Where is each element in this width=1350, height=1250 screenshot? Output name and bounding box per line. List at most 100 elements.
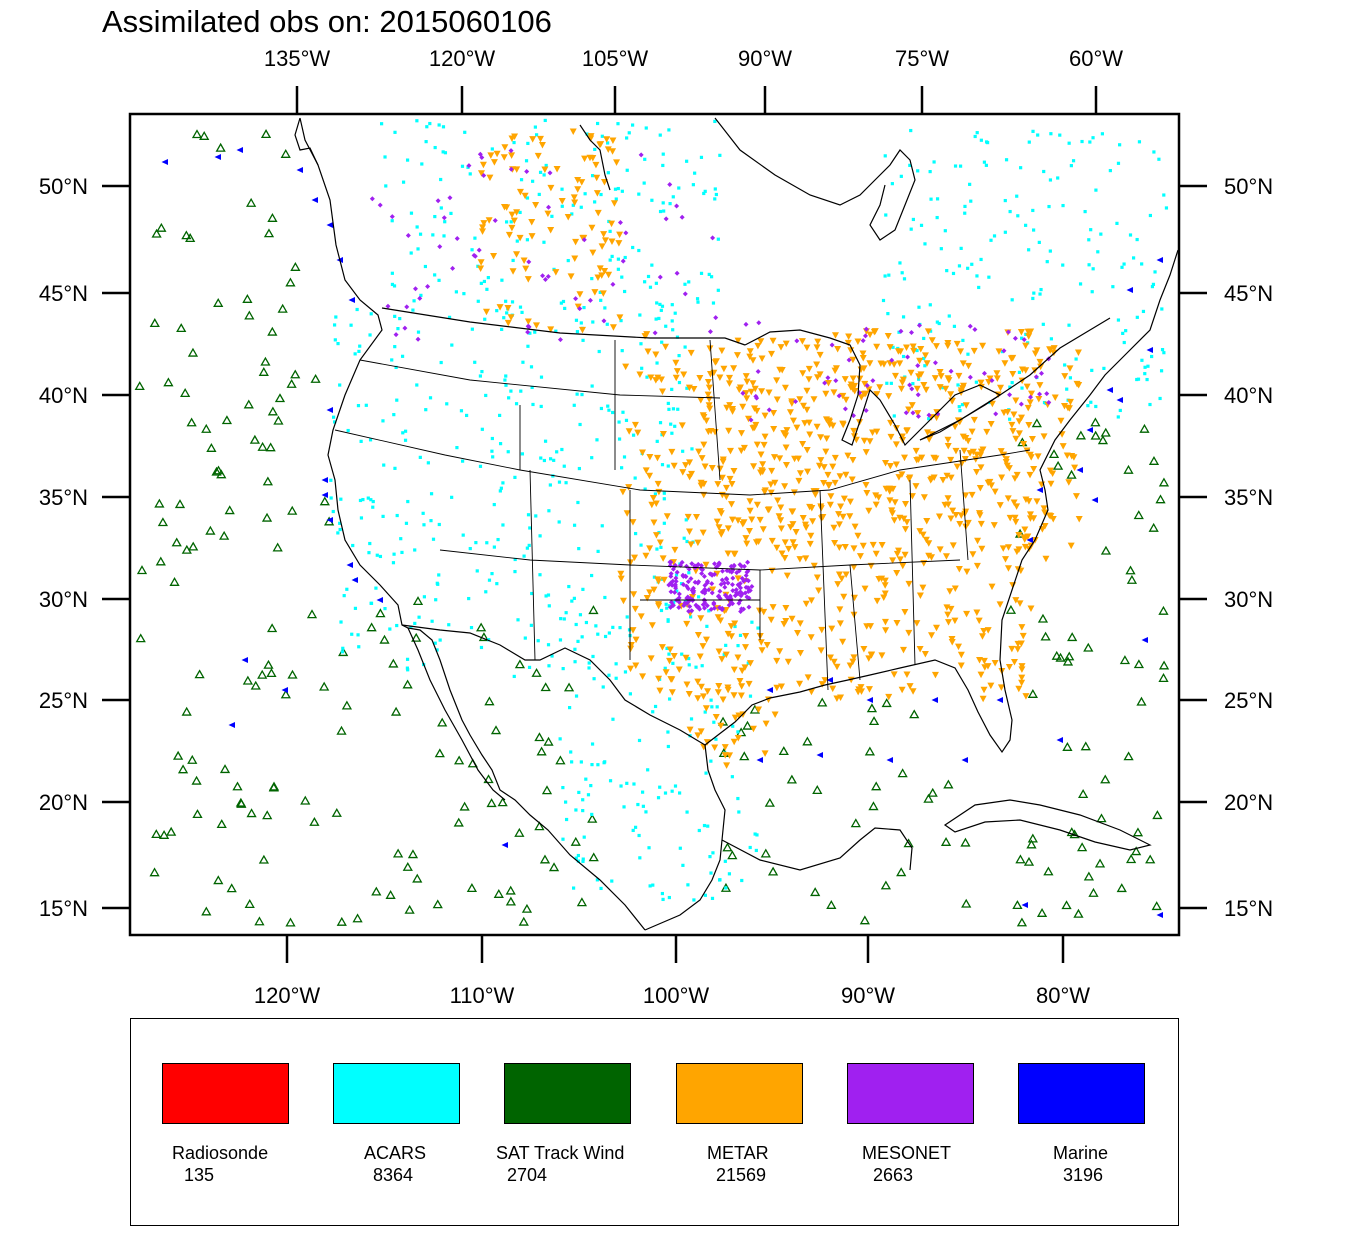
- metar-marker: [486, 174, 494, 182]
- metar-marker: [713, 570, 721, 578]
- acars-marker: [547, 604, 551, 608]
- acars-marker: [960, 403, 965, 407]
- sat-track-wind-marker: [484, 696, 495, 706]
- acars-marker: [596, 763, 600, 767]
- metar-marker: [818, 681, 826, 688]
- metar-marker: [1011, 514, 1019, 522]
- metar-marker: [813, 574, 821, 582]
- metar-marker: [885, 693, 893, 701]
- acars-marker: [355, 307, 359, 312]
- acars-marker: [567, 584, 571, 589]
- metar-marker: [859, 542, 867, 550]
- acars-marker: [562, 464, 566, 468]
- metar-marker: [716, 374, 724, 382]
- sat-track-wind-marker: [246, 197, 257, 207]
- acars-marker: [431, 233, 435, 237]
- metar-marker: [818, 626, 826, 634]
- metar-marker: [901, 526, 909, 533]
- metar-marker: [860, 390, 868, 398]
- acars-marker: [401, 180, 406, 184]
- acars-marker: [390, 271, 394, 275]
- acars-marker: [403, 438, 408, 442]
- acars-marker: [656, 796, 661, 800]
- metar-marker: [968, 491, 976, 499]
- bottom-lon-label: 120°W: [254, 983, 321, 1008]
- metar-marker: [999, 545, 1007, 552]
- acars-marker: [412, 299, 416, 303]
- acars-marker: [660, 463, 665, 467]
- metar-marker: [1000, 409, 1008, 417]
- legend-label-metar: METAR: [707, 1143, 769, 1163]
- metar-marker: [1045, 512, 1053, 520]
- acars-marker: [935, 215, 939, 220]
- sat-track-wind-marker: [490, 725, 502, 735]
- marine-marker: [351, 577, 358, 583]
- baja-peninsula: [407, 627, 506, 801]
- mesonet-marker: [471, 252, 477, 258]
- sat-track-wind-marker: [226, 883, 237, 893]
- metar-marker: [953, 340, 961, 348]
- mesonet-marker: [711, 601, 717, 607]
- metar-marker: [944, 436, 952, 444]
- mesonet-marker: [730, 575, 736, 581]
- metar-marker: [748, 516, 756, 524]
- metar-marker: [567, 273, 575, 280]
- acars-marker: [885, 381, 889, 385]
- metar-marker: [862, 449, 870, 456]
- metar-marker: [951, 585, 959, 593]
- acars-marker: [571, 886, 576, 890]
- sat-track-wind-marker: [191, 775, 202, 785]
- mesonet-marker: [573, 296, 579, 302]
- metar-marker: [810, 562, 818, 570]
- legend: Radiosonde 135 ACARS 8364 SAT Track Wind…: [130, 1018, 1179, 1226]
- acars-marker: [603, 634, 608, 639]
- acars-marker: [678, 846, 682, 850]
- acars-marker: [523, 636, 527, 640]
- acars-marker: [667, 407, 671, 411]
- metar-marker: [739, 403, 747, 411]
- marine-marker: [228, 722, 235, 728]
- metar-marker: [776, 648, 784, 655]
- mesonet-marker: [377, 202, 383, 208]
- marine-marker: [321, 492, 328, 498]
- sat-track-wind-marker: [742, 720, 753, 730]
- metar-marker: [796, 556, 804, 563]
- sat-track-wind-marker: [1062, 741, 1073, 751]
- acars-marker: [504, 383, 508, 387]
- metar-marker: [714, 689, 722, 696]
- acars-marker: [661, 163, 665, 168]
- acars-marker: [602, 761, 606, 765]
- metar-marker: [480, 220, 488, 227]
- acars-marker: [682, 536, 686, 540]
- marine-marker: [866, 697, 873, 703]
- right-lat-label: 30°N: [1224, 587, 1273, 612]
- metar-marker: [773, 684, 781, 692]
- acars-marker: [1027, 140, 1031, 144]
- metar-marker: [922, 536, 930, 544]
- acars-marker: [504, 220, 509, 224]
- metar-marker: [796, 680, 804, 688]
- acars-marker: [622, 455, 627, 459]
- metar-marker: [951, 423, 959, 431]
- metar-marker: [889, 557, 897, 564]
- acars-marker: [1015, 194, 1019, 198]
- acars-marker: [1058, 133, 1062, 137]
- acars-marker: [664, 324, 668, 328]
- metar-marker: [668, 448, 676, 456]
- acars-marker: [1136, 377, 1141, 381]
- marine-marker: [1086, 427, 1093, 433]
- acars-marker: [396, 327, 400, 331]
- mesonet-marker: [746, 595, 752, 601]
- acars-marker: [709, 275, 714, 279]
- acars-marker: [479, 281, 483, 285]
- acars-marker: [639, 543, 643, 547]
- metar-marker: [702, 417, 710, 425]
- metar-marker: [724, 525, 732, 532]
- sat-track-wind-marker: [201, 423, 212, 433]
- sat-track-wind-marker: [812, 785, 823, 794]
- acars-marker: [577, 547, 581, 551]
- metar-marker: [724, 630, 732, 638]
- acars-marker: [531, 179, 535, 183]
- acars-marker: [616, 122, 620, 126]
- mesonet-marker: [754, 395, 760, 401]
